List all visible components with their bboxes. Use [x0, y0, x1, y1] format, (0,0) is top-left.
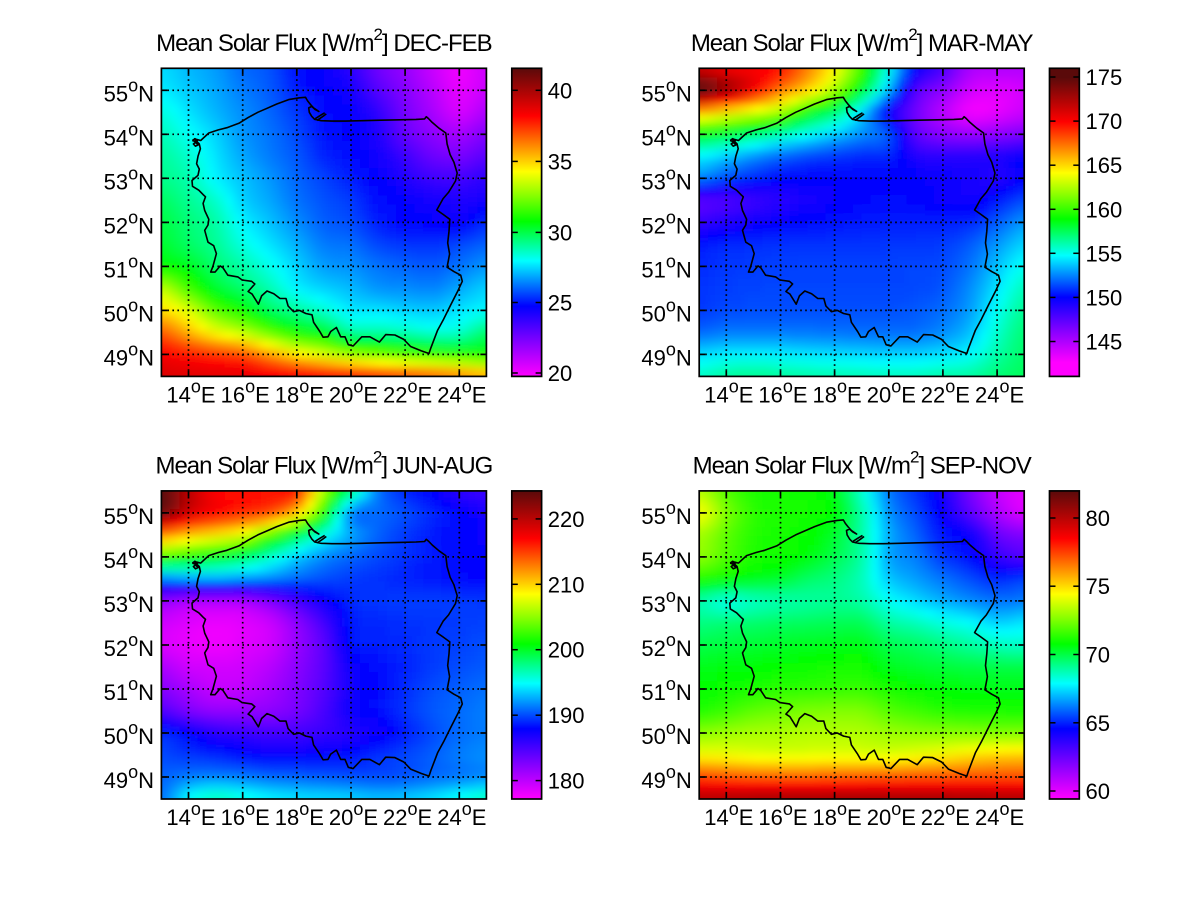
svg-text:170: 170 [1086, 109, 1123, 134]
svg-text:Mean Solar Flux [W/m2] MAR-MAY: Mean Solar Flux [W/m2] MAR-MAY [691, 25, 1034, 57]
svg-text:160: 160 [1086, 197, 1123, 222]
svg-text:Mean Solar Flux [W/m2] SEP-NOV: Mean Solar Flux [W/m2] SEP-NOV [693, 448, 1032, 480]
svg-text:Mean Solar Flux [W/m2] DEC-FEB: Mean Solar Flux [W/m2] DEC-FEB [156, 25, 492, 57]
svg-text:20: 20 [548, 361, 572, 386]
svg-text:150: 150 [1086, 285, 1123, 310]
svg-text:65: 65 [1086, 711, 1110, 736]
svg-text:145: 145 [1086, 330, 1123, 355]
svg-text:155: 155 [1086, 241, 1123, 266]
svg-text:220: 220 [548, 507, 585, 532]
svg-text:200: 200 [548, 638, 585, 663]
svg-text:165: 165 [1086, 153, 1123, 178]
svg-text:70: 70 [1086, 643, 1110, 668]
svg-text:60: 60 [1086, 779, 1110, 804]
svg-text:75: 75 [1086, 574, 1110, 599]
svg-text:25: 25 [548, 291, 572, 316]
svg-text:180: 180 [548, 769, 585, 794]
svg-text:210: 210 [548, 572, 585, 597]
svg-text:35: 35 [548, 149, 572, 174]
svg-text:175: 175 [1086, 65, 1123, 90]
svg-text:80: 80 [1086, 506, 1110, 531]
svg-text:190: 190 [548, 703, 585, 728]
svg-text:30: 30 [548, 220, 572, 245]
svg-text:40: 40 [548, 78, 572, 103]
svg-text:Mean Solar Flux [W/m2] JUN-AUG: Mean Solar Flux [W/m2] JUN-AUG [155, 448, 492, 480]
